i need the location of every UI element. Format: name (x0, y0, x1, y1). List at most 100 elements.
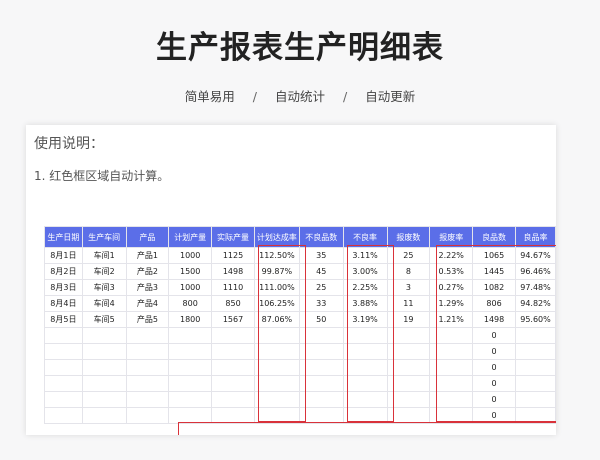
table-cell[interactable] (253, 391, 300, 408)
column-header[interactable]: 生产日期 (44, 226, 83, 248)
table-cell[interactable]: 0 (472, 407, 516, 424)
table-cell[interactable] (125, 327, 170, 344)
column-header[interactable]: 计划产量 (168, 226, 213, 248)
table-cell[interactable] (429, 343, 474, 360)
table-cell[interactable]: 0 (472, 359, 516, 376)
table-cell[interactable]: 产品4 (125, 295, 170, 312)
table-cell[interactable] (298, 407, 344, 424)
table-cell[interactable] (386, 407, 431, 424)
table-cell[interactable]: 8 (386, 263, 431, 280)
table-cell[interactable] (514, 407, 556, 424)
table-cell[interactable] (298, 375, 344, 392)
table-cell[interactable] (514, 375, 556, 392)
table-cell[interactable] (386, 391, 431, 408)
table-cell[interactable]: 95.60% (514, 311, 556, 328)
table-cell[interactable]: 806 (472, 295, 516, 312)
table-cell[interactable]: 1445 (472, 263, 516, 280)
table-cell[interactable] (386, 359, 431, 376)
table-cell[interactable]: 45 (298, 263, 344, 280)
table-cell[interactable]: 106.25% (253, 295, 300, 312)
table-cell[interactable] (125, 407, 170, 424)
table-cell[interactable] (386, 343, 431, 360)
table-cell[interactable]: 3.00% (342, 263, 388, 280)
column-header[interactable]: 良品数 (472, 226, 516, 248)
table-cell[interactable] (168, 343, 213, 360)
table-cell[interactable] (211, 375, 255, 392)
table-cell[interactable]: 1.29% (429, 295, 474, 312)
table-cell[interactable]: 8月4日 (44, 295, 83, 312)
table-cell[interactable]: 1110 (211, 279, 255, 296)
table-cell[interactable] (342, 375, 388, 392)
table-cell[interactable] (342, 327, 388, 344)
table-cell[interactable]: 车间1 (81, 247, 127, 264)
table-cell[interactable] (429, 391, 474, 408)
table-cell[interactable]: 94.67% (514, 247, 556, 264)
table-cell[interactable]: 35 (298, 247, 344, 264)
table-cell[interactable] (168, 359, 213, 376)
table-cell[interactable]: 0 (472, 375, 516, 392)
table-cell[interactable] (44, 391, 83, 408)
table-cell[interactable]: 8月2日 (44, 263, 83, 280)
table-cell[interactable] (429, 359, 474, 376)
table-cell[interactable] (429, 407, 474, 424)
table-cell[interactable]: 1000 (168, 279, 213, 296)
column-header[interactable]: 产品 (125, 226, 170, 248)
table-cell[interactable]: 112.50% (253, 247, 300, 264)
table-cell[interactable]: 11 (386, 295, 431, 312)
table-cell[interactable]: 3.11% (342, 247, 388, 264)
table-cell[interactable]: 1498 (472, 311, 516, 328)
table-cell[interactable] (44, 375, 83, 392)
table-cell[interactable]: 1.21% (429, 311, 474, 328)
table-cell[interactable]: 19 (386, 311, 431, 328)
table-cell[interactable] (211, 343, 255, 360)
table-cell[interactable] (342, 391, 388, 408)
table-cell[interactable] (253, 327, 300, 344)
table-cell[interactable]: 0 (472, 343, 516, 360)
table-cell[interactable]: 25 (298, 279, 344, 296)
table-cell[interactable]: 50 (298, 311, 344, 328)
table-cell[interactable] (429, 375, 474, 392)
table-cell[interactable] (168, 327, 213, 344)
column-header[interactable]: 实际产量 (211, 226, 255, 248)
table-cell[interactable] (253, 407, 300, 424)
table-cell[interactable] (298, 391, 344, 408)
table-cell[interactable] (81, 327, 127, 344)
table-cell[interactable]: 1800 (168, 311, 213, 328)
table-cell[interactable]: 产品3 (125, 279, 170, 296)
table-cell[interactable]: 3 (386, 279, 431, 296)
table-cell[interactable] (298, 327, 344, 344)
table-cell[interactable] (253, 343, 300, 360)
table-cell[interactable] (514, 327, 556, 344)
table-cell[interactable]: 车间2 (81, 263, 127, 280)
table-cell[interactable] (168, 407, 213, 424)
table-cell[interactable] (429, 327, 474, 344)
table-cell[interactable] (168, 391, 213, 408)
table-cell[interactable] (44, 359, 83, 376)
table-cell[interactable] (125, 359, 170, 376)
column-header[interactable]: 不良品数 (298, 226, 344, 248)
column-header[interactable]: 报废数 (386, 226, 431, 248)
table-cell[interactable]: 1125 (211, 247, 255, 264)
table-cell[interactable]: 0.53% (429, 263, 474, 280)
table-cell[interactable] (253, 375, 300, 392)
table-cell[interactable]: 33 (298, 295, 344, 312)
table-cell[interactable]: 3.88% (342, 295, 388, 312)
table-cell[interactable] (168, 375, 213, 392)
table-cell[interactable] (514, 391, 556, 408)
table-cell[interactable]: 25 (386, 247, 431, 264)
table-cell[interactable] (514, 343, 556, 360)
table-cell[interactable]: 0 (472, 391, 516, 408)
table-cell[interactable] (253, 359, 300, 376)
table-cell[interactable]: 94.82% (514, 295, 556, 312)
table-cell[interactable]: 8月3日 (44, 279, 83, 296)
table-cell[interactable] (81, 391, 127, 408)
table-cell[interactable] (81, 359, 127, 376)
table-cell[interactable]: 111.00% (253, 279, 300, 296)
column-header[interactable]: 报废率 (429, 226, 474, 248)
table-cell[interactable] (386, 327, 431, 344)
column-header[interactable]: 生产车间 (81, 226, 127, 248)
table-cell[interactable]: 2.22% (429, 247, 474, 264)
table-cell[interactable]: 99.87% (253, 263, 300, 280)
table-cell[interactable] (125, 375, 170, 392)
table-cell[interactable] (44, 327, 83, 344)
